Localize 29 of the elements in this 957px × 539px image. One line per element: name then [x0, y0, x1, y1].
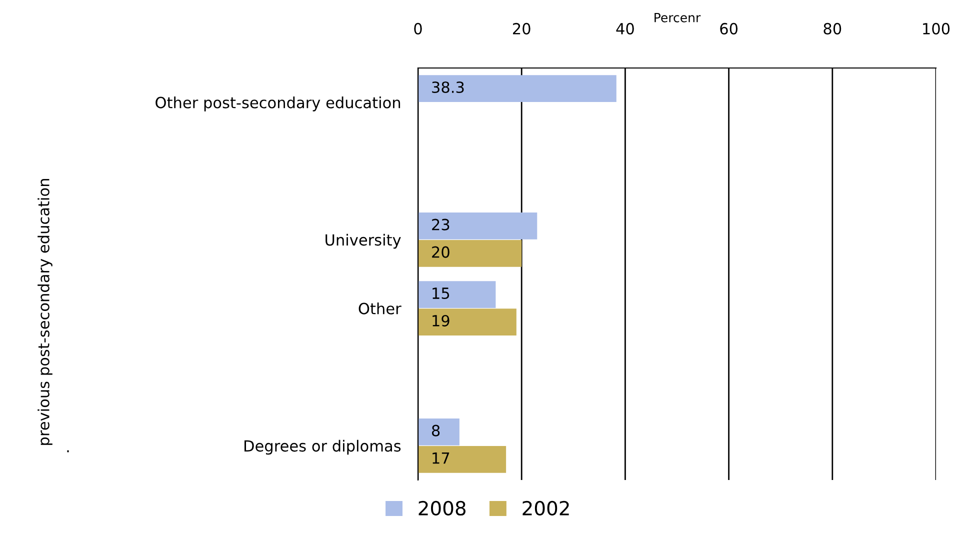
x-tick-label: 20 [513, 22, 530, 34]
bar [418, 418, 460, 446]
bar [418, 75, 616, 102]
data-label: 8 [432, 424, 440, 436]
legend-label: 2008 [418, 500, 466, 516]
x-tick-label: 40 [616, 22, 634, 34]
bar [418, 281, 496, 308]
text: previous post-secondary education [38, 179, 52, 445]
y-tick-label: University [326, 234, 401, 249]
y-tick-label: Other post-secondary education [156, 96, 400, 112]
y-tick-label: Other [358, 302, 402, 314]
y-tick-label: Degrees or diplomas [244, 440, 401, 455]
data-label: 38.3 [432, 81, 464, 94]
x-tick-label: 0 [414, 22, 422, 34]
legend-label: 2002 [522, 500, 569, 516]
data-label: 23 [432, 218, 450, 230]
data-label: 15 [432, 288, 450, 300]
data-label: 19 [432, 314, 450, 326]
text: . [67, 450, 69, 452]
x-axis-title: Percenr [654, 13, 701, 22]
bar [418, 308, 516, 336]
bar [418, 446, 506, 473]
x-tick-label: 60 [720, 22, 738, 34]
data-label: 20 [432, 246, 450, 258]
bar [418, 240, 522, 267]
bar [418, 212, 538, 240]
x-tick-label: 100 [923, 22, 950, 34]
data-label: 17 [432, 452, 450, 464]
x-tick-label: 80 [824, 22, 842, 34]
